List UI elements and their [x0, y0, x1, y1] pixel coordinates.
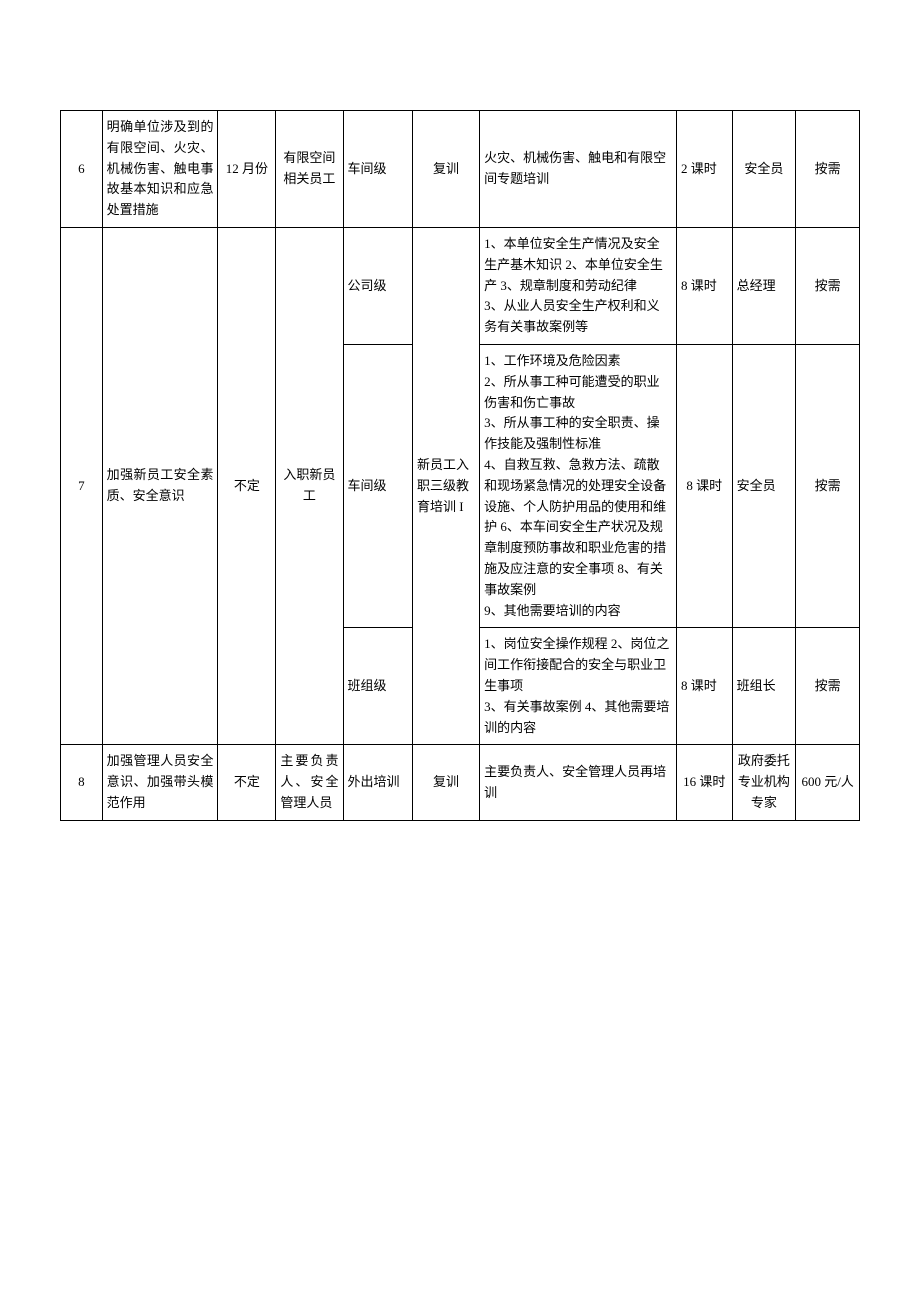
cell-content: 主要负责人、安全管理人员再培训: [480, 745, 677, 820]
cell-level: 车间级: [343, 111, 412, 228]
cell-target: 主要负责人、安全管理人员: [276, 745, 343, 820]
cell-content: 1、岗位安全操作规程 2、岗位之间工作衔接配合的安全与职业卫生事项 3、有关事故…: [480, 628, 677, 745]
cell-level: 车间级: [343, 344, 412, 627]
cell-goal: 加强新员工安全素质、安全意识: [102, 227, 218, 744]
cell-content: 火灾、机械伤害、触电和有限空间专题培训: [480, 111, 677, 228]
cell-time: 12 月份: [218, 111, 276, 228]
cell-goal: 加强管理人员安全意识、加强带头模范作用: [102, 745, 218, 820]
cell-level: 公司级: [343, 227, 412, 344]
cell-type: 复训: [412, 111, 479, 228]
cell-content: 1、本单位安全生产情况及安全生产基木知识 2、本单位安全生产 3、规章制度和劳动…: [480, 227, 677, 344]
cell-teacher: 安全员: [732, 111, 796, 228]
cell-teacher: 政府委托专业机构专家: [732, 745, 796, 820]
cell-hours: 8 课时: [676, 227, 732, 344]
cell-type: 复训: [412, 745, 479, 820]
cell-cost: 600 元/人: [796, 745, 860, 820]
cell-teacher: 班组长: [732, 628, 796, 745]
cell-cost: 按需: [796, 344, 860, 627]
cell-hours: 8 课时: [676, 344, 732, 627]
cell-level: 班组级: [343, 628, 412, 745]
cell-level: 外出培训: [343, 745, 412, 820]
cell-content: 1、工作环境及危险因素 2、所从事工种可能遭受的职业伤害和伤亡事故 3、所从事工…: [480, 344, 677, 627]
cell-target: 入职新员工: [276, 227, 343, 744]
cell-num: 8: [61, 745, 103, 820]
cell-teacher: 安全员: [732, 344, 796, 627]
cell-cost: 按需: [796, 111, 860, 228]
cell-goal: 明确单位涉及到的有限空间、火灾、机械伤害、触电事故基本知识和应急处置措施: [102, 111, 218, 228]
cell-time: 不定: [218, 745, 276, 820]
cell-hours: 2 课时: [676, 111, 732, 228]
cell-teacher: 总经理: [732, 227, 796, 344]
cell-type: 新员工入职三级教育培训 I: [412, 227, 479, 744]
cell-num: 7: [61, 227, 103, 744]
cell-hours: 16 课时: [676, 745, 732, 820]
training-plan-table: 6 明确单位涉及到的有限空间、火灾、机械伤害、触电事故基本知识和应急处置措施 1…: [60, 110, 860, 821]
cell-cost: 按需: [796, 227, 860, 344]
cell-time: 不定: [218, 227, 276, 744]
table-row: 6 明确单位涉及到的有限空间、火灾、机械伤害、触电事故基本知识和应急处置措施 1…: [61, 111, 860, 228]
cell-target: 有限空间相关员工: [276, 111, 343, 228]
table-row: 7 加强新员工安全素质、安全意识 不定 入职新员工 公司级 新员工入职三级教育培…: [61, 227, 860, 344]
cell-cost: 按需: [796, 628, 860, 745]
cell-num: 6: [61, 111, 103, 228]
cell-hours: 8 课时: [676, 628, 732, 745]
table-row: 8 加强管理人员安全意识、加强带头模范作用 不定 主要负责人、安全管理人员 外出…: [61, 745, 860, 820]
